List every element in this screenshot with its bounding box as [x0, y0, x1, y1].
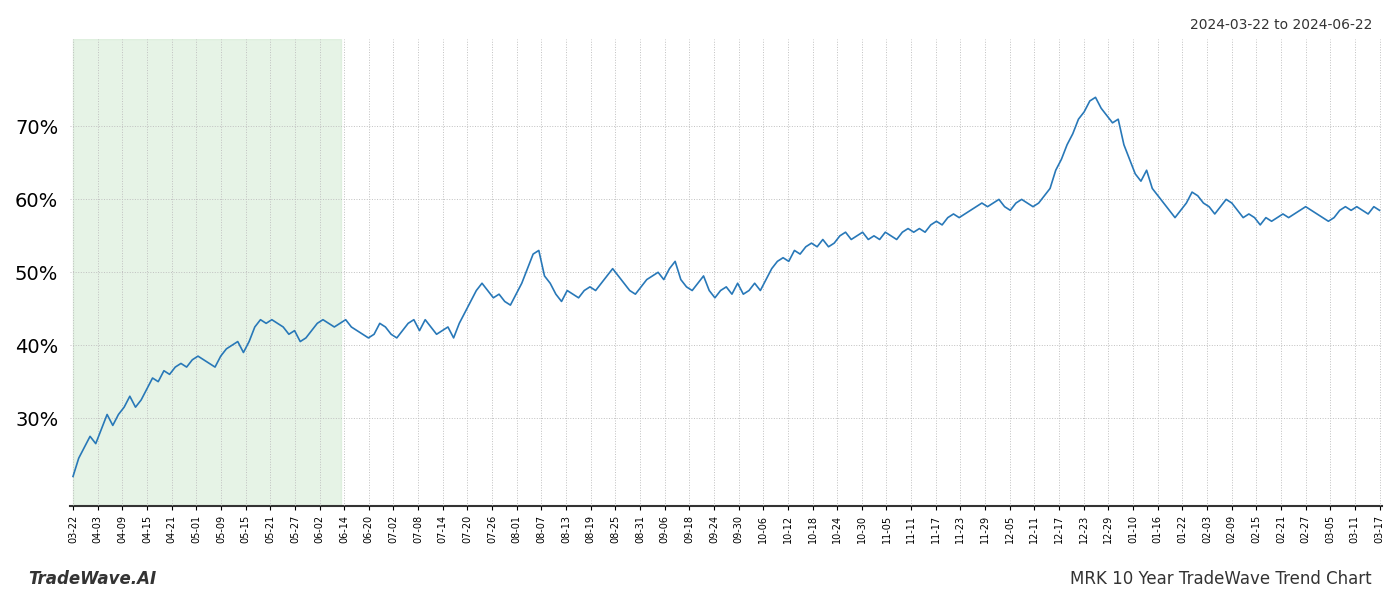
Text: 2024-03-22 to 2024-06-22: 2024-03-22 to 2024-06-22	[1190, 18, 1372, 32]
Bar	[73, 39, 340, 506]
Text: TradeWave.AI: TradeWave.AI	[28, 570, 157, 588]
Text: MRK 10 Year TradeWave Trend Chart: MRK 10 Year TradeWave Trend Chart	[1071, 570, 1372, 588]
